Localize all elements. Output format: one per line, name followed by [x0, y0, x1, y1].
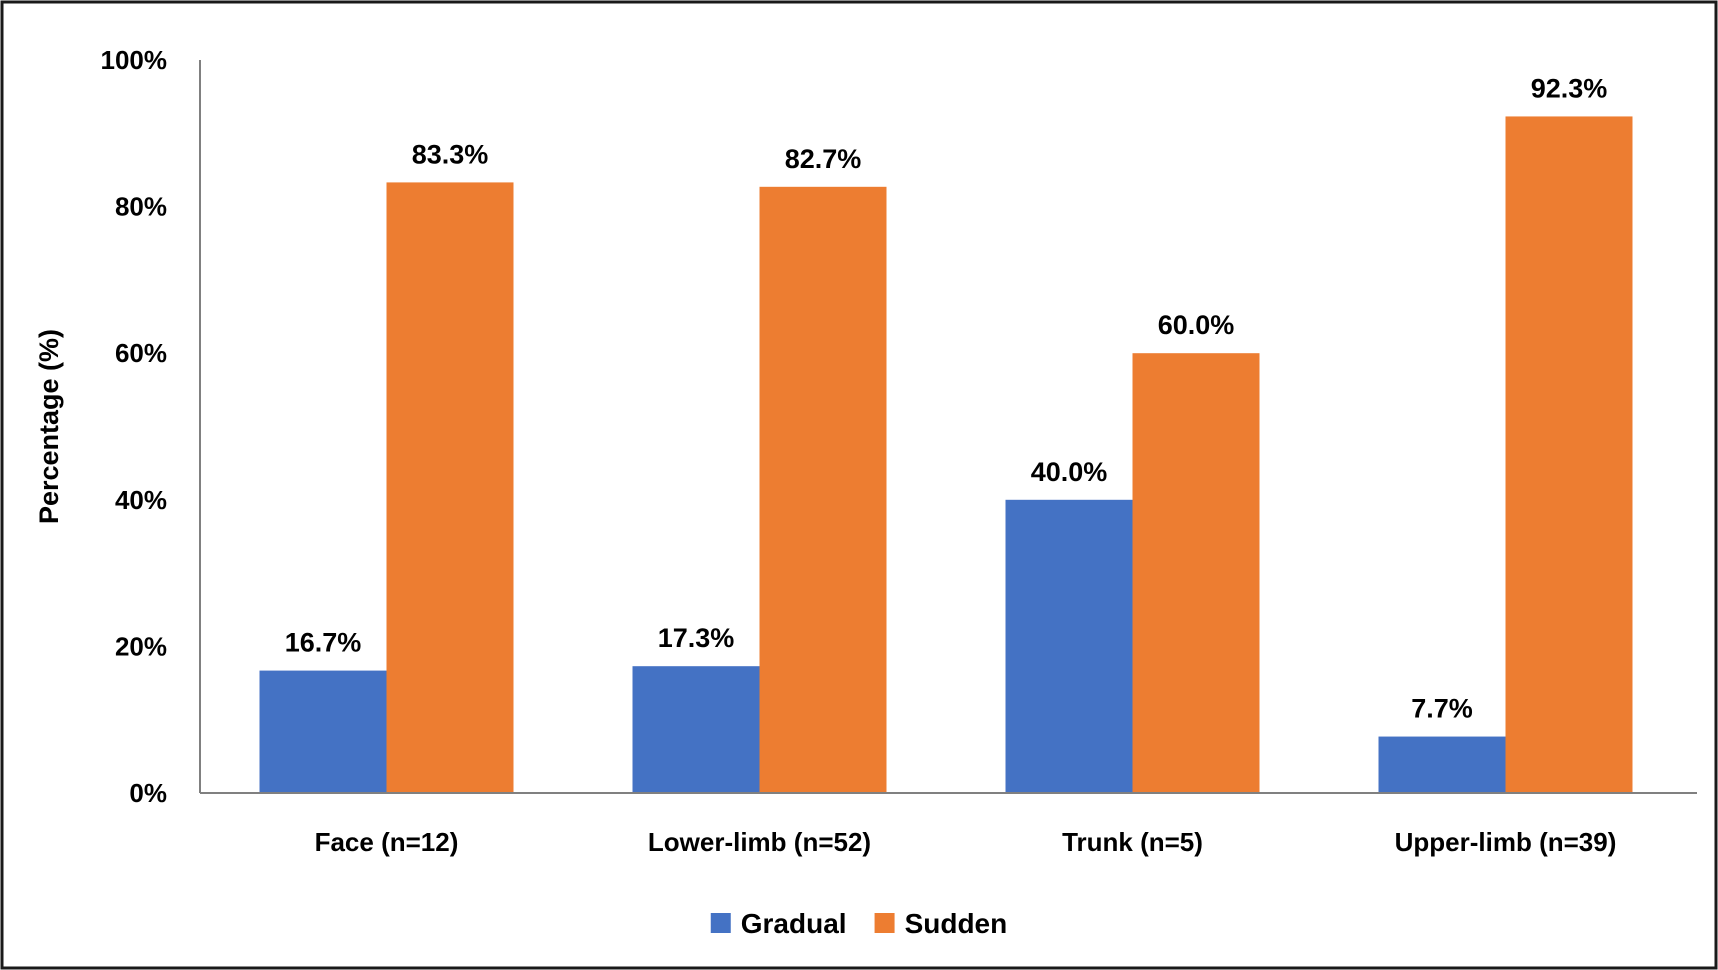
data-label-gradual-3: 7.7% [1411, 694, 1473, 724]
legend-label-gradual: Gradual [741, 908, 847, 939]
bar-sudden-1 [759, 186, 887, 793]
y-tick-label: 60% [115, 338, 167, 368]
legend-swatch-gradual [710, 913, 731, 933]
bars [259, 116, 1633, 794]
x-tick-label: Lower-limb (n=52) [648, 827, 871, 857]
y-axis-ticks: 0% 20% 40% 60% 80% 100% [101, 45, 168, 808]
data-label-sudden-3: 92.3% [1531, 73, 1608, 103]
y-tick-label: 100% [101, 45, 168, 75]
legend-label-sudden: Sudden [905, 908, 1008, 939]
bar-gradual-3 [1378, 736, 1506, 793]
legend-item-sudden: Sudden [874, 908, 1008, 939]
y-tick-label: 20% [115, 631, 167, 661]
legend: Gradual Sudden [710, 908, 1008, 939]
data-label-sudden-2: 60.0% [1158, 310, 1235, 340]
x-tick-label: Trunk (n=5) [1062, 827, 1203, 857]
bar-gradual-0 [259, 670, 387, 793]
y-tick-label: 40% [115, 485, 167, 515]
bar-gradual-1 [632, 666, 760, 793]
x-tick-label: Upper-limb (n=39) [1395, 827, 1617, 857]
y-tick-label: 0% [129, 778, 167, 808]
data-label-gradual-0: 16.7% [285, 628, 362, 658]
data-label-sudden-1: 82.7% [785, 144, 862, 174]
y-axis-title: Percentage (%) [34, 329, 64, 524]
bar-gradual-2 [1005, 499, 1133, 793]
data-label-sudden-0: 83.3% [412, 139, 489, 169]
x-tick-label: Face (n=12) [315, 827, 459, 857]
data-label-gradual-1: 17.3% [658, 623, 735, 653]
legend-swatch-sudden [874, 913, 895, 933]
bar-sudden-0 [386, 182, 514, 793]
data-labels: 16.7% 83.3% 17.3% 82.7% 40.0% 60.0% 7.7% 92.3% [285, 73, 1608, 723]
bar-sudden-3 [1505, 116, 1633, 794]
bar-sudden-2 [1132, 353, 1260, 793]
x-axis-ticks: Face (n=12) Lower-limb (n=52) Trunk (n=5) U… [315, 827, 1617, 857]
data-label-gradual-2: 40.0% [1031, 457, 1108, 487]
y-tick-label: 80% [115, 192, 167, 222]
legend-item-gradual: Gradual [710, 908, 847, 939]
